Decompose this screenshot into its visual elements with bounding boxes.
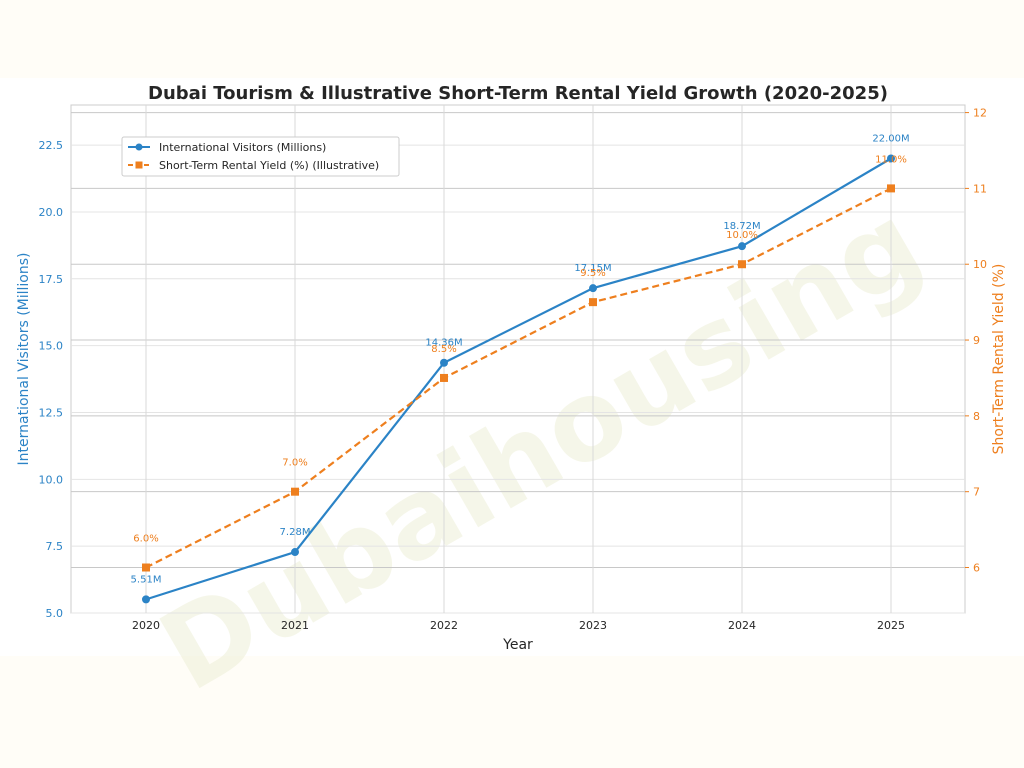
- series-1-data-label-3: 9.5%: [580, 268, 605, 279]
- right-tick-label-3: 9: [973, 334, 980, 347]
- series-1-point-1: [291, 487, 299, 496]
- series-1-data-label-1: 7.0%: [282, 458, 307, 469]
- legend: International Visitors (Millions) Short-…: [121, 136, 400, 177]
- legend-marker-visitors: [135, 143, 143, 151]
- series-1-point-2: [440, 373, 448, 382]
- right-tick-label-5: 11: [973, 182, 987, 195]
- right-tick-label-2: 8: [973, 410, 980, 423]
- left-tick-label-6: 20.0: [39, 206, 64, 219]
- left-axis-gridlines: [71, 144, 965, 614]
- series-0-point-4: [738, 242, 746, 251]
- left-tick-label-0: 5.0: [46, 607, 64, 620]
- legend-marker-yield: [135, 161, 143, 169]
- series-0-point-5: [887, 154, 895, 163]
- left-tick-label-2: 10.0: [39, 473, 64, 486]
- series-0-point-3: [589, 284, 597, 293]
- series-1-data-label-5: 11.0%: [875, 154, 907, 165]
- series-1-point-0: [142, 563, 150, 572]
- series-0-point-1: [291, 548, 299, 557]
- x-axis-title: Year: [502, 637, 533, 653]
- series-0-data-label-3: 17.15M: [574, 263, 611, 274]
- legend-box: [121, 136, 400, 177]
- series-line-0: [145, 157, 892, 601]
- x-tick-label-5: 2025: [877, 619, 905, 632]
- left-tick-label-3: 12.5: [39, 406, 64, 419]
- x-axis-ticks: 2020 2021 2022 2023 2024 2025: [132, 619, 905, 632]
- left-axis-title: International Visitors (Millions): [16, 253, 32, 466]
- series-1-point-5: [887, 184, 895, 193]
- series-0-data-label-2: 14.36M: [425, 338, 462, 349]
- plot-area: [70, 104, 966, 614]
- legend-entry-visitors: International Visitors (Millions): [128, 141, 326, 154]
- series-0-data-label-4: 18.72M: [723, 221, 760, 232]
- x-tick-label-0: 2020: [132, 619, 160, 632]
- x-tick-label-2: 2022: [430, 619, 458, 632]
- right-axis-title: Short-Term Rental Yield (%): [991, 264, 1007, 455]
- series-1-data-label-4: 10.0%: [726, 230, 758, 241]
- chart-title: Dubai Tourism & Illustrative Short-Term …: [148, 83, 888, 104]
- series-0-data-label-0: 5.51M: [131, 574, 162, 585]
- left-tick-label-5: 17.5: [39, 273, 64, 286]
- series-1-point-3: [589, 298, 597, 307]
- x-tick-label-3: 2023: [579, 619, 607, 632]
- series-0-point-2: [440, 358, 448, 367]
- series-1-data-label-2: 8.5%: [431, 344, 456, 355]
- right-tick-label-4: 10: [973, 258, 987, 271]
- right-tick-label-6: 12: [973, 107, 987, 120]
- legend-label-visitors: International Visitors (Millions): [159, 141, 326, 154]
- series-1-point-4: [738, 260, 746, 269]
- series-0-point-0: [142, 595, 150, 604]
- right-tick-label-1: 7: [973, 486, 980, 499]
- series-0-data-label-5: 22.00M: [872, 133, 909, 144]
- left-axis-ticks: 5.0 7.5 10.0 12.5 15.0 17.5 20.0 22.5: [39, 139, 64, 620]
- x-tick-label-1: 2021: [281, 619, 309, 632]
- right-tick-label-0: 6: [973, 562, 980, 575]
- left-tick-label-4: 15.0: [39, 340, 64, 353]
- right-axis-ticks: 6 7 8 9 10 11 12: [965, 107, 987, 575]
- series-layer: 5.51M 7.28M 14.36M 17.15M 18.72M 22.00M 6.0% 7.…: [131, 133, 910, 604]
- legend-label-yield: Short-Term Rental Yield (%) (Illustrativ…: [159, 159, 379, 172]
- series-1-data-label-0: 6.0%: [133, 534, 158, 545]
- legend-entry-yield: Short-Term Rental Yield (%) (Illustrativ…: [128, 159, 379, 172]
- x-tick-label-4: 2024: [728, 619, 756, 632]
- left-tick-label-1: 7.5: [46, 540, 64, 553]
- left-tick-label-7: 22.5: [39, 139, 64, 152]
- series-0-data-label-1: 7.28M: [280, 527, 311, 538]
- right-axis-gridlines: [71, 112, 965, 569]
